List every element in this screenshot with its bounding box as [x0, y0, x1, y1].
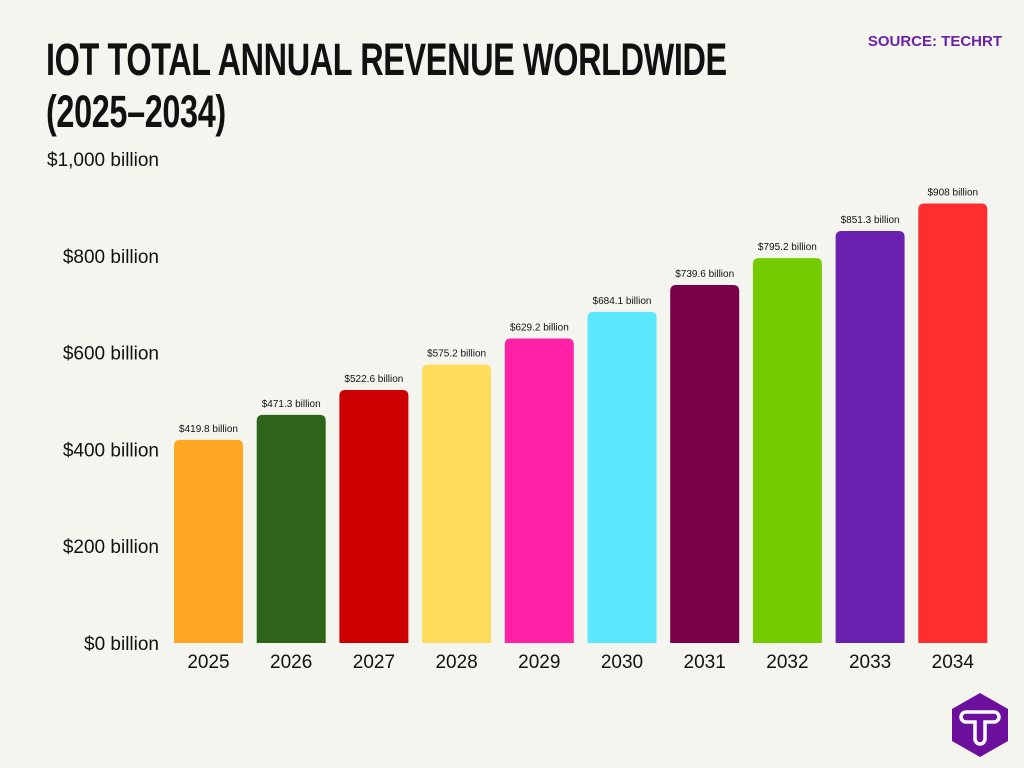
bar-2025 — [174, 439, 243, 643]
data-label: $629.2 billion — [510, 322, 569, 333]
data-label: $522.6 billion — [344, 374, 403, 385]
y-tick-label: $400 billion — [63, 440, 159, 461]
x-tick-label: 2025 — [187, 652, 229, 673]
y-tick-label: $0 billion — [84, 634, 159, 655]
techrt-logo-icon — [952, 693, 1008, 757]
bar-2032 — [752, 258, 822, 643]
bar-2026 — [256, 414, 326, 643]
x-tick-label: 2034 — [932, 652, 975, 673]
bar-2028 — [422, 364, 492, 643]
bar-2034 — [918, 203, 988, 643]
bar-2029 — [504, 338, 574, 643]
x-tick-label: 2033 — [849, 652, 891, 673]
data-label: $684.1 billion — [593, 296, 652, 307]
data-label: $795.2 billion — [758, 242, 817, 253]
data-label: $575.2 billion — [427, 349, 486, 360]
x-tick-label: 2029 — [518, 652, 560, 673]
bar-2031 — [670, 285, 740, 643]
x-tick-label: 2027 — [353, 652, 395, 673]
data-label: $908 billion — [927, 188, 978, 199]
x-tick-label: 2031 — [684, 652, 726, 673]
bar-2027 — [339, 390, 409, 643]
y-tick-label: $600 billion — [63, 344, 159, 365]
y-tick-label: $200 billion — [63, 537, 159, 558]
title-line-2: (2025–2034) — [46, 86, 226, 137]
bar-2033 — [835, 230, 905, 643]
x-tick-label: 2028 — [435, 652, 477, 673]
x-tick-label: 2032 — [766, 652, 808, 673]
bar-2030 — [587, 311, 657, 643]
y-tick-label: $800 billion — [63, 247, 159, 268]
data-label: $419.8 billion — [179, 424, 238, 435]
data-label: $851.3 billion — [841, 215, 900, 226]
y-tick-label: $1,000 billion — [47, 150, 159, 171]
x-tick-label: 2030 — [601, 652, 643, 673]
source-label: SOURCE: TECHRT — [867, 33, 1002, 50]
data-label: $471.3 billion — [262, 399, 321, 410]
data-label: $739.6 billion — [675, 269, 734, 280]
x-tick-label: 2026 — [270, 652, 312, 673]
